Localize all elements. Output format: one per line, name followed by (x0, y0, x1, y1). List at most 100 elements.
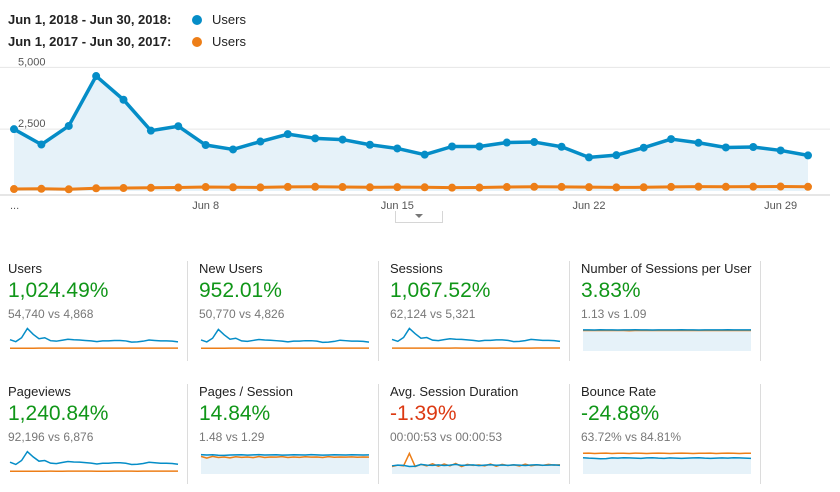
data-point-previous (448, 183, 457, 192)
metric-change-percent: 1,067.52% (390, 279, 491, 302)
data-point-current (311, 134, 320, 143)
data-point-previous (584, 183, 593, 192)
data-point-current (229, 145, 238, 154)
sparkline (391, 451, 561, 474)
metric-change-percent: 1,240.84% (8, 402, 109, 425)
x-tick-label: Jun 15 (381, 200, 414, 212)
chevron-down-icon (415, 214, 423, 218)
metric-card-avg-session-duration[interactable]: Avg. Session Duration -1.39% 00:00:53 vs… (390, 384, 570, 484)
data-point-previous (502, 183, 511, 192)
metric-change-percent: 1,024.49% (8, 279, 109, 302)
metric-comparison: 1.48 vs 1.29 (199, 430, 265, 444)
data-point-previous (365, 183, 374, 192)
data-point-current (92, 72, 101, 81)
data-point-current (119, 95, 128, 104)
legend-dot-current (192, 15, 202, 25)
metric-comparison: 92,196 vs 6,876 (8, 430, 94, 444)
data-point-current (502, 138, 511, 147)
metric-card-new-users[interactable]: New Users 952.01% 50,770 vs 4,826 (199, 261, 379, 361)
data-point-previous (393, 183, 402, 192)
sparkline-current (9, 450, 179, 466)
data-point-previous (749, 182, 758, 191)
metric-change-percent: 3.83% (581, 279, 641, 302)
data-point-current (475, 142, 484, 151)
data-point-previous (776, 182, 785, 191)
data-point-previous (721, 182, 730, 191)
x-tick-label: Jun 22 (572, 200, 605, 212)
data-point-current (694, 138, 703, 147)
metric-card-users[interactable]: Users 1,024.49% 54,740 vs 4,868 (8, 261, 188, 361)
data-point-current (530, 138, 539, 147)
sparkline (9, 327, 179, 350)
metric-title: Users (8, 261, 42, 276)
sparkline-area (583, 329, 751, 351)
data-point-previous (530, 182, 539, 191)
data-point-previous (557, 182, 566, 191)
collapse-chart-handle[interactable] (395, 211, 443, 223)
sparkline (9, 450, 179, 473)
legend-series-previous: Users (212, 34, 246, 49)
data-point-previous (92, 184, 101, 193)
data-point-previous (146, 183, 155, 192)
data-point-previous (475, 183, 484, 192)
users-line-chart[interactable]: 5,000 2,500... Jun 8 Jun 15 Jun 22 Jun 29 (0, 55, 840, 215)
metric-card-sessions-per-user[interactable]: Number of Sessions per User 3.83% 1.13 v… (581, 261, 761, 361)
legend-date-range-current: Jun 1, 2018 - Jun 30, 2018: (8, 12, 172, 27)
data-point-previous (37, 184, 46, 193)
data-point-current (667, 135, 676, 144)
data-point-current (37, 140, 46, 149)
legend-series-current: Users (212, 12, 246, 27)
data-point-previous (338, 183, 347, 192)
data-point-current (146, 126, 155, 135)
data-point-previous (804, 182, 812, 191)
legend-date-range-previous: Jun 1, 2017 - Jun 30, 2017: (8, 34, 172, 49)
metric-card-bounce-rate[interactable]: Bounce Rate -24.88% 63.72% vs 84.81% (581, 384, 761, 484)
sparkline-current (582, 456, 752, 460)
metric-title: Number of Sessions per User (581, 261, 752, 276)
data-point-previous (201, 183, 210, 192)
metric-comparison: 1.13 vs 1.09 (581, 307, 647, 321)
data-point-previous (256, 183, 265, 192)
sparkline (583, 328, 751, 351)
data-point-current (612, 151, 621, 160)
data-point-current (256, 137, 265, 146)
x-tick-label: Jun 29 (764, 200, 797, 212)
data-point-previous (229, 183, 238, 192)
data-point-previous (64, 185, 73, 194)
sparkline-current (200, 453, 370, 457)
metric-title: New Users (199, 261, 263, 276)
data-point-current (338, 135, 347, 144)
metric-card-pages-per-session[interactable]: Pages / Session 14.84% 1.48 vs 1.29 (199, 384, 379, 484)
data-point-previous (174, 183, 183, 192)
data-point-previous (639, 183, 648, 192)
data-point-previous (420, 183, 429, 192)
data-point-current (10, 125, 18, 134)
data-point-previous (10, 185, 18, 194)
metric-title: Avg. Session Duration (390, 384, 519, 399)
data-point-previous (667, 182, 676, 191)
metric-change-percent: -24.88% (581, 402, 660, 425)
data-point-current (393, 144, 402, 153)
metric-change-percent: 14.84% (199, 402, 271, 425)
data-point-current (201, 141, 210, 150)
sparkline (200, 453, 370, 474)
data-point-previous (311, 182, 320, 191)
metric-title: Pageviews (8, 384, 71, 399)
data-point-current (776, 146, 785, 155)
metric-card-pageviews[interactable]: Pageviews 1,240.84% 92,196 vs 6,876 (8, 384, 188, 484)
sparkline (582, 452, 752, 474)
data-point-previous (694, 182, 703, 191)
metric-comparison: 62,124 vs 5,321 (390, 307, 476, 321)
metric-title: Pages / Session (199, 384, 293, 399)
series-line-previous (13, 185, 809, 191)
sparkline (200, 328, 370, 350)
metric-title: Bounce Rate (581, 384, 657, 399)
x-tick-label: ... (10, 200, 19, 212)
metric-comparison: 00:00:53 vs 00:00:53 (390, 430, 503, 444)
data-point-previous (283, 182, 292, 191)
metric-card-sessions[interactable]: Sessions 1,067.52% 62,124 vs 5,321 (390, 261, 570, 361)
metric-comparison: 63.72% vs 84.81% (581, 430, 682, 444)
sparkline-current (9, 327, 179, 343)
series-line-current (13, 74, 809, 160)
data-point-current (64, 121, 73, 130)
